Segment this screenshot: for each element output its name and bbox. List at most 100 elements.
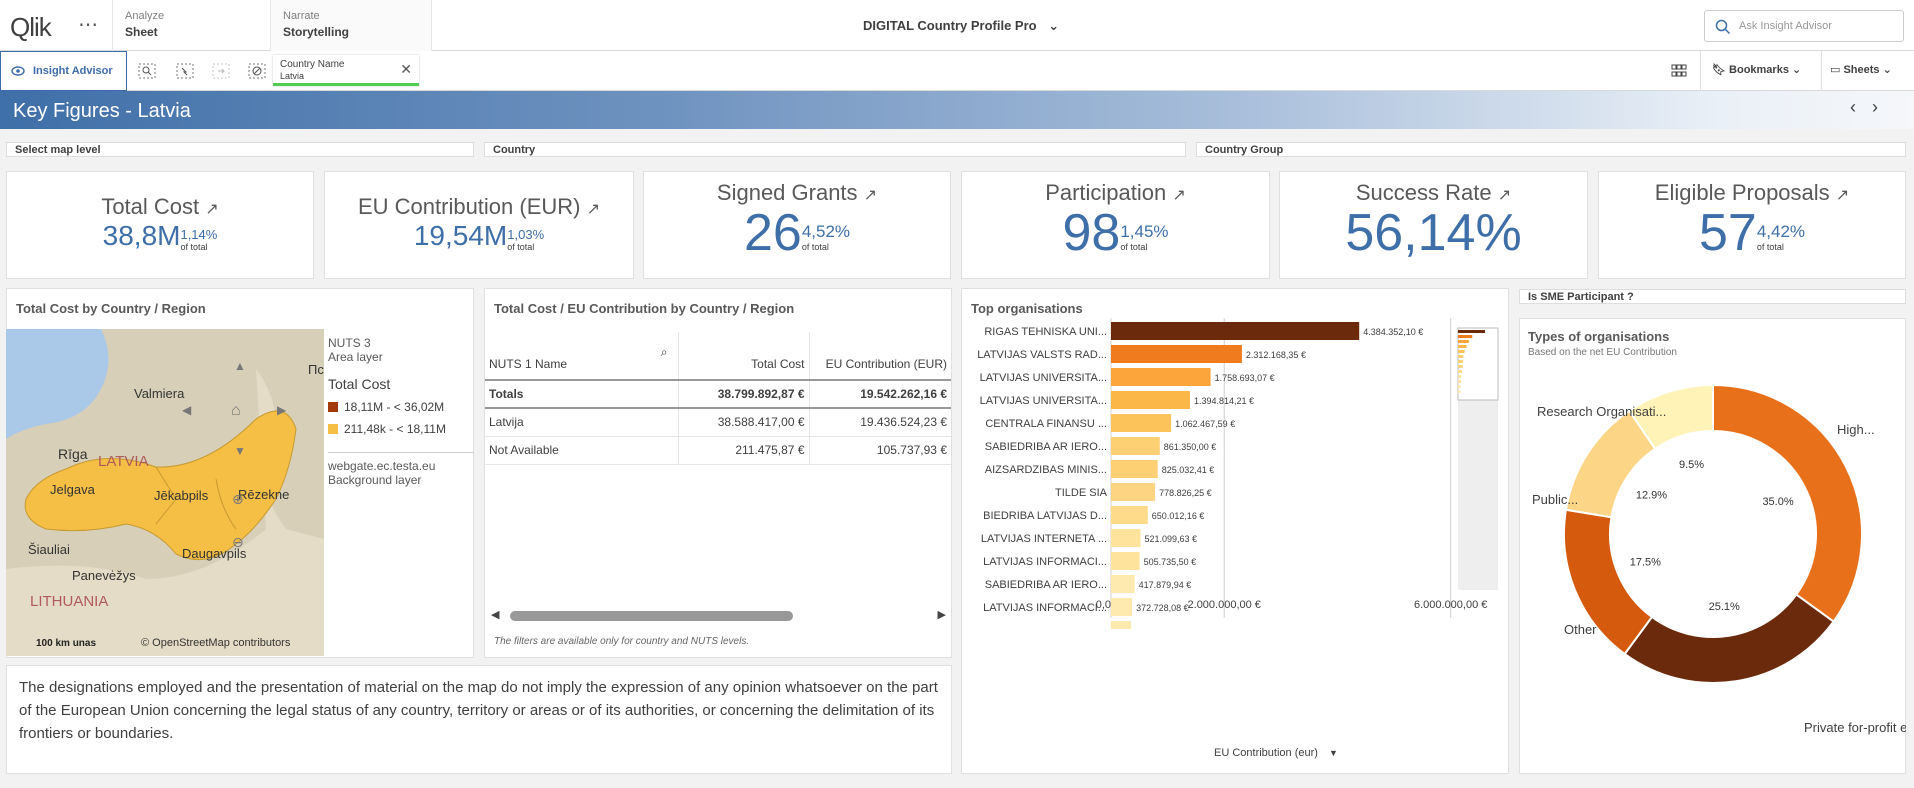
bar[interactable] [1111, 552, 1140, 570]
slice-value-label: 35.0% [1762, 496, 1793, 508]
category-label: LATVIJAS INFORMACI... [983, 602, 1107, 614]
search-icon[interactable]: ⌕ [660, 345, 668, 359]
pan-down-icon[interactable]: ▼ [234, 444, 246, 458]
mini-scrollbar-thumb[interactable] [1457, 327, 1499, 401]
external-link-icon[interactable]: ↗︎ [586, 201, 601, 218]
more-menu-icon[interactable]: ⋯ [78, 14, 98, 36]
bar[interactable] [1111, 460, 1158, 478]
kpi-title: Participation [1045, 180, 1167, 205]
data-label: 2.312.168,35 € [1246, 350, 1306, 360]
kpi-signed-grants[interactable]: Signed Grants ↗︎ 26 4,52% of total [643, 171, 951, 279]
sheets-button[interactable]: ▭ Sheets ⌄ [1830, 63, 1892, 76]
category-label: LATVIJAS INFORMACI... [983, 556, 1107, 568]
insight-advisor-button[interactable]: Insight Advisor [0, 51, 127, 91]
tab-analyze[interactable]: Analyze Sheet [112, 0, 270, 51]
filter-country[interactable]: Country [484, 142, 1186, 157]
app-title[interactable]: DIGITAL Country Profile Pro ⌄ [863, 18, 1059, 34]
eye-icon [11, 66, 25, 76]
grid-view-icon[interactable] [1671, 63, 1687, 79]
zoom-in-icon[interactable]: ⊕ [232, 491, 244, 507]
kpi-eu-contribution[interactable]: EU Contribution (EUR) ↗︎ 19,54M 1,03% of t… [324, 171, 634, 279]
data-label: 1.394.814,21 € [1194, 396, 1254, 406]
filter-field-value: Latvia [280, 71, 305, 81]
bar-partial [1111, 621, 1131, 629]
pan-right-icon[interactable]: ▶ [277, 403, 287, 417]
bar[interactable] [1111, 598, 1133, 616]
map-canvas[interactable]: Valmiera Rīga LATVIA Jelgava Jēkabpils R… [6, 329, 324, 656]
horizontal-scrollbar[interactable]: ◀ ▶ [491, 608, 946, 624]
bar[interactable] [1111, 391, 1190, 409]
kpi-value: 26 [743, 204, 802, 262]
bar[interactable] [1111, 483, 1156, 501]
bar[interactable] [1111, 368, 1211, 386]
close-icon[interactable]: ✕ [400, 61, 412, 77]
smart-search-icon[interactable] [138, 63, 156, 79]
next-sheet-icon[interactable]: › [1872, 97, 1894, 117]
kpi-participation[interactable]: Participation ↗︎ 98 1,45% of total [961, 171, 1270, 279]
category-label: LATVIJAS VALSTS RAD... [977, 349, 1107, 361]
step-forward-icon[interactable] [212, 63, 230, 79]
tab-narrate[interactable]: Narrate Storytelling [270, 0, 431, 51]
slice-value-label: 12.9% [1636, 490, 1667, 502]
bar[interactable] [1111, 529, 1141, 547]
external-link-icon[interactable]: ↗︎ [1497, 187, 1512, 204]
bar[interactable] [1111, 322, 1360, 340]
column-header[interactable]: Total Cost [678, 332, 810, 381]
bookmarks-button[interactable]: 🔖︎ Bookmarks ⌄ [1712, 63, 1801, 76]
home-icon[interactable]: ⌂ [231, 402, 241, 419]
clear-selections-icon[interactable] [248, 63, 266, 79]
kpi-percent: 1,14% [180, 227, 218, 242]
org-panel-title: Top organisations [971, 301, 1083, 316]
map-label: Jēkabpils [154, 488, 209, 503]
bookmark-icon: 🔖︎ [1712, 64, 1726, 76]
map-label: Rīga [58, 446, 88, 462]
pan-left-icon[interactable]: ◀ [182, 403, 192, 417]
qlik-logo[interactable]: Qlik [10, 12, 52, 42]
scroll-left-icon[interactable]: ◀ [491, 609, 500, 621]
kpi-value: 98 [1062, 204, 1121, 262]
pie-slice[interactable] [1627, 383, 1714, 451]
pie-slice[interactable] [1712, 383, 1863, 623]
org-axis-label-wrap[interactable]: EU Contribution (eur) ▼ [1214, 747, 1338, 759]
kpi-of-total: of total [180, 242, 208, 252]
filter-map-level[interactable]: Select map level [6, 142, 474, 157]
selections-tool-icon[interactable] [176, 63, 194, 79]
zoom-out-icon[interactable]: ⊖ [232, 534, 244, 550]
table-row[interactable]: Not Available 211.475,87 € 105.737,93 € [485, 436, 951, 465]
kpi-success-rate[interactable]: Success Rate ↗︎ 56,14% [1279, 171, 1588, 279]
external-link-icon[interactable]: ↗︎ [205, 201, 219, 218]
category-label: LATVIJAS UNIVERSITA... [980, 395, 1107, 407]
map-label: Jelgava [50, 482, 95, 497]
insight-search-input[interactable]: Ask Insight Advisor [1704, 10, 1904, 42]
bar[interactable] [1111, 345, 1242, 363]
external-link-icon[interactable]: ↗︎ [1172, 187, 1186, 204]
external-link-icon[interactable]: ↗︎ [863, 187, 878, 204]
table-cell: Not Available [485, 436, 679, 465]
bar[interactable] [1111, 575, 1135, 593]
kpi-total-cost[interactable]: Total Cost ↗︎ 38,8M 1,14% of total [6, 171, 314, 279]
totals-row: Totals 38.799.892,87 € 19.542.262,16 € [485, 380, 951, 409]
legend-swatch [328, 424, 338, 434]
bar[interactable] [1111, 437, 1160, 455]
pan-up-icon[interactable]: ▲ [234, 359, 246, 373]
column-header[interactable]: EU Contribution (EUR) [809, 332, 951, 381]
pie-title: Types of organisations [1528, 329, 1670, 344]
chevron-down-icon: ⌄ [1792, 64, 1802, 76]
previous-sheet-icon[interactable]: ‹ [1850, 97, 1872, 117]
table-row[interactable]: Latvija 38.588.417,00 € 19.436.524,23 € [485, 408, 951, 437]
column-header[interactable]: NUTS 1 Name ⌕ [485, 332, 679, 381]
scrollbar-thumb[interactable] [510, 611, 793, 621]
types-of-organisations-chart: 35.0% High... 25.1% Private for-profit enti… [1532, 383, 1906, 735]
filter-map-level-label: Select map level [15, 144, 101, 156]
filter-sme[interactable]: Is SME Participant ? [1519, 289, 1906, 304]
category-label: TILDE SIA [1055, 487, 1108, 499]
category-label: BIEDRIBA LATVIJAS D... [983, 510, 1107, 522]
external-link-icon[interactable]: ↗︎ [1835, 187, 1850, 204]
kpi-eligible-proposals[interactable]: Eligible Proposals ↗︎ 57 4,42% of total [1598, 171, 1906, 279]
mini-bar [1458, 360, 1464, 363]
filter-country-group[interactable]: Country Group [1196, 142, 1906, 157]
bar[interactable] [1111, 414, 1172, 432]
filter-chip-country[interactable]: Country Name Latvia ✕ [273, 55, 419, 86]
bar[interactable] [1111, 506, 1148, 524]
scroll-right-icon[interactable]: ▶ [937, 609, 946, 621]
